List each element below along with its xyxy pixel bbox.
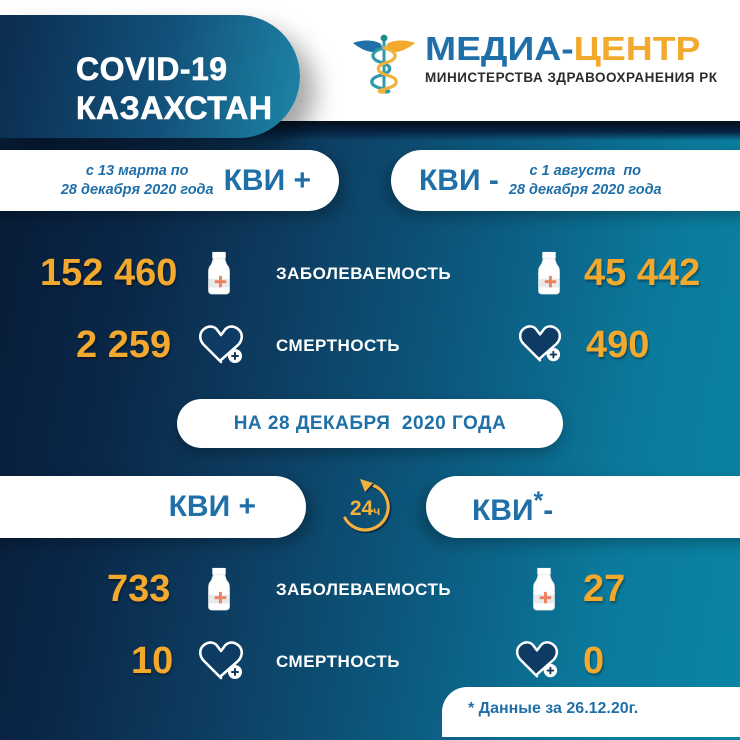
svg-text:24ч: 24ч	[350, 497, 380, 520]
